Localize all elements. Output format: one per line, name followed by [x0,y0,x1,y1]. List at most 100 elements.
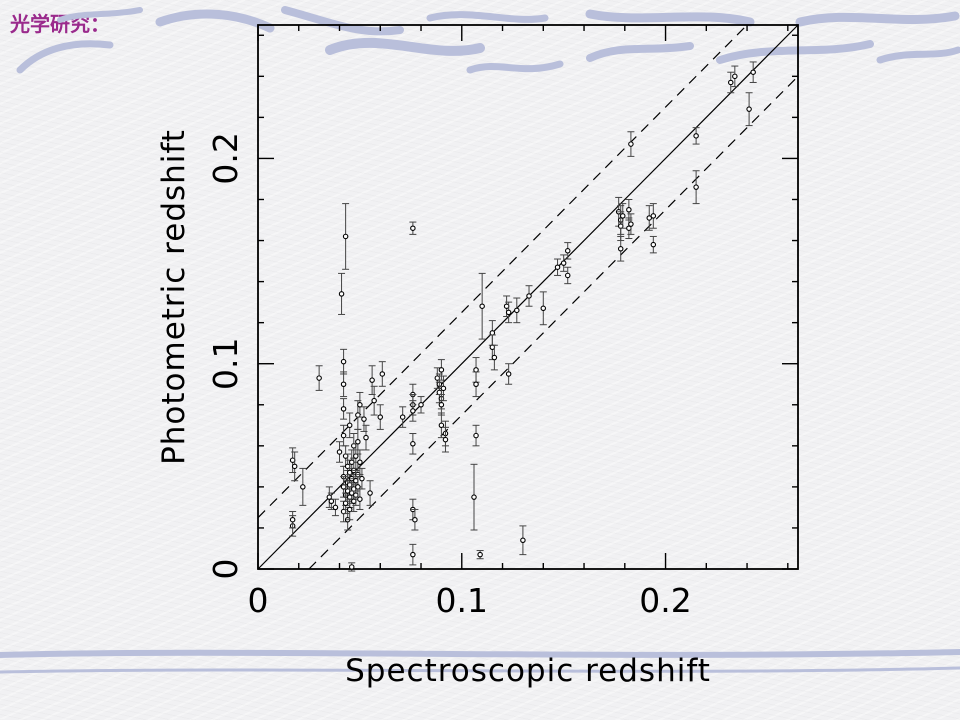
point-marker [300,484,306,490]
x-tick-labels: 0 0.1 0.2 [248,581,692,620]
point-marker [440,385,447,392]
point-marker [377,414,384,420]
data-point [348,562,356,572]
point-marker [746,106,752,112]
point-marker [328,498,335,505]
point-marker [340,406,347,412]
data-point [340,398,348,420]
point-marker [355,484,361,490]
point-marker [291,463,298,470]
point-marker [650,241,657,248]
data-point [315,365,323,391]
y-axis-label: Photometric redshift [156,129,192,465]
point-marker [505,309,512,316]
data-point [409,400,417,422]
point-marker [564,272,571,279]
point-marker [438,402,445,408]
point-marker [489,330,496,336]
point-marker [348,564,355,570]
point-marker [491,354,498,361]
data-point [490,344,498,371]
point-marker [346,422,353,429]
point-marker [353,453,359,459]
point-marker [471,494,477,500]
data-point [362,424,370,451]
point-marker [412,516,418,523]
data-point [289,511,297,529]
point-marker [732,73,738,80]
y-tick-labels: 0 0.1 0.2 [206,132,245,579]
point-marker [289,516,296,523]
data-point [749,61,757,83]
data-point [346,412,354,439]
point-marker [520,537,526,544]
point-marker [626,207,632,213]
data-point [441,426,449,453]
data-point [505,363,513,385]
point-marker [505,371,512,377]
x-tick-label: 0.1 [436,581,488,620]
data-point [399,406,407,428]
data-point [439,375,447,402]
point-marker [410,225,416,231]
point-marker [693,133,699,139]
reference-line-upper-bound [257,24,748,519]
data-point [370,385,378,416]
point-marker [526,293,532,299]
point-marker [646,215,652,221]
data-point [692,170,700,205]
point-marker [628,141,634,147]
data-point [437,359,445,381]
data-points [289,61,757,572]
data-point [354,428,362,455]
data-point [627,213,635,235]
point-marker [477,551,483,558]
x-tick-label: 0.2 [639,581,691,620]
data-point [411,508,419,531]
point-marker [369,377,375,383]
data-point [291,451,299,482]
point-marker [363,434,369,441]
point-marker [342,233,349,240]
y-tick-label: 0.1 [206,337,245,389]
point-marker [355,438,361,445]
data-point [340,371,348,398]
point-marker [410,441,416,447]
point-marker [617,246,624,252]
point-marker [479,303,485,309]
point-marker [473,381,479,387]
point-marker [418,402,424,408]
reference-line-lower-bound [308,75,799,570]
point-marker [564,248,571,254]
point-marker [342,500,349,507]
point-marker [473,367,479,373]
data-point [645,205,653,231]
data-point [470,463,478,531]
point-marker [346,506,353,513]
data-point [554,258,562,276]
point-marker [514,307,520,314]
point-marker [336,449,343,455]
point-marker [316,375,322,381]
point-marker [340,358,347,365]
data-point [409,221,417,235]
x-axis-label: Spectroscopic redshift [345,653,711,689]
point-marker [473,432,479,439]
data-point [417,396,425,414]
point-marker [693,184,699,190]
point-marker [357,459,363,466]
point-marker [628,221,634,227]
data-point [472,424,480,447]
tick-marks [257,25,798,570]
data-point [342,203,350,270]
y-tick-label: 0 [206,559,245,580]
data-point [299,467,307,506]
data-point [378,361,386,387]
data-point [368,365,376,396]
point-marker [340,432,347,439]
point-marker [560,260,567,266]
data-point [727,71,735,94]
point-marker [442,436,449,443]
point-marker [750,69,756,75]
